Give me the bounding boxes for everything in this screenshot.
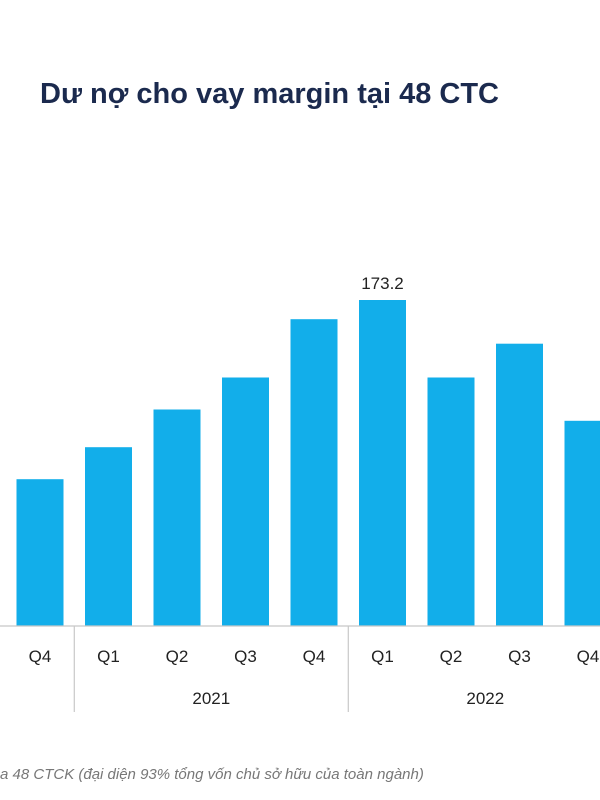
x-tick-label-0: Q4 xyxy=(29,647,52,666)
bar-7 xyxy=(496,343,543,626)
bar-5 xyxy=(359,300,406,626)
chart-title: Dư nợ cho vay margin tại 48 CTC xyxy=(40,78,500,110)
x-tick-label-4: Q4 xyxy=(303,647,326,666)
bar-1 xyxy=(85,447,132,626)
x-axis xyxy=(0,625,600,712)
data-label-5: 173.2 xyxy=(361,274,404,293)
bar-6 xyxy=(427,377,475,626)
x-tick-label-1: Q1 xyxy=(97,647,120,666)
year-label-2022: 2022 xyxy=(466,689,504,708)
x-tick-label-3: Q3 xyxy=(234,647,257,666)
year-labels: 2021 2022 xyxy=(192,689,504,708)
x-tick-label-2: Q2 xyxy=(166,647,189,666)
bar-4 xyxy=(290,319,338,626)
year-label-2021: 2021 xyxy=(192,689,230,708)
x-tick-labels: Q4 Q1 Q2 Q3 Q4 Q1 Q2 Q3 Q4 xyxy=(29,647,600,666)
data-labels-group: 173.2 xyxy=(361,274,404,293)
bar-0 xyxy=(16,479,64,626)
bars-group xyxy=(16,300,600,626)
x-tick-label-5: Q1 xyxy=(371,647,394,666)
x-tick-label-8: Q4 xyxy=(577,647,600,666)
bar-2 xyxy=(153,409,201,626)
x-tick-label-7: Q3 xyxy=(508,647,531,666)
bar-8 xyxy=(564,420,600,626)
footnote: a 48 CTCK (đại diện 93% tổng vốn chủ sở … xyxy=(0,766,424,783)
x-tick-label-6: Q2 xyxy=(440,647,463,666)
bar-3 xyxy=(222,377,269,626)
